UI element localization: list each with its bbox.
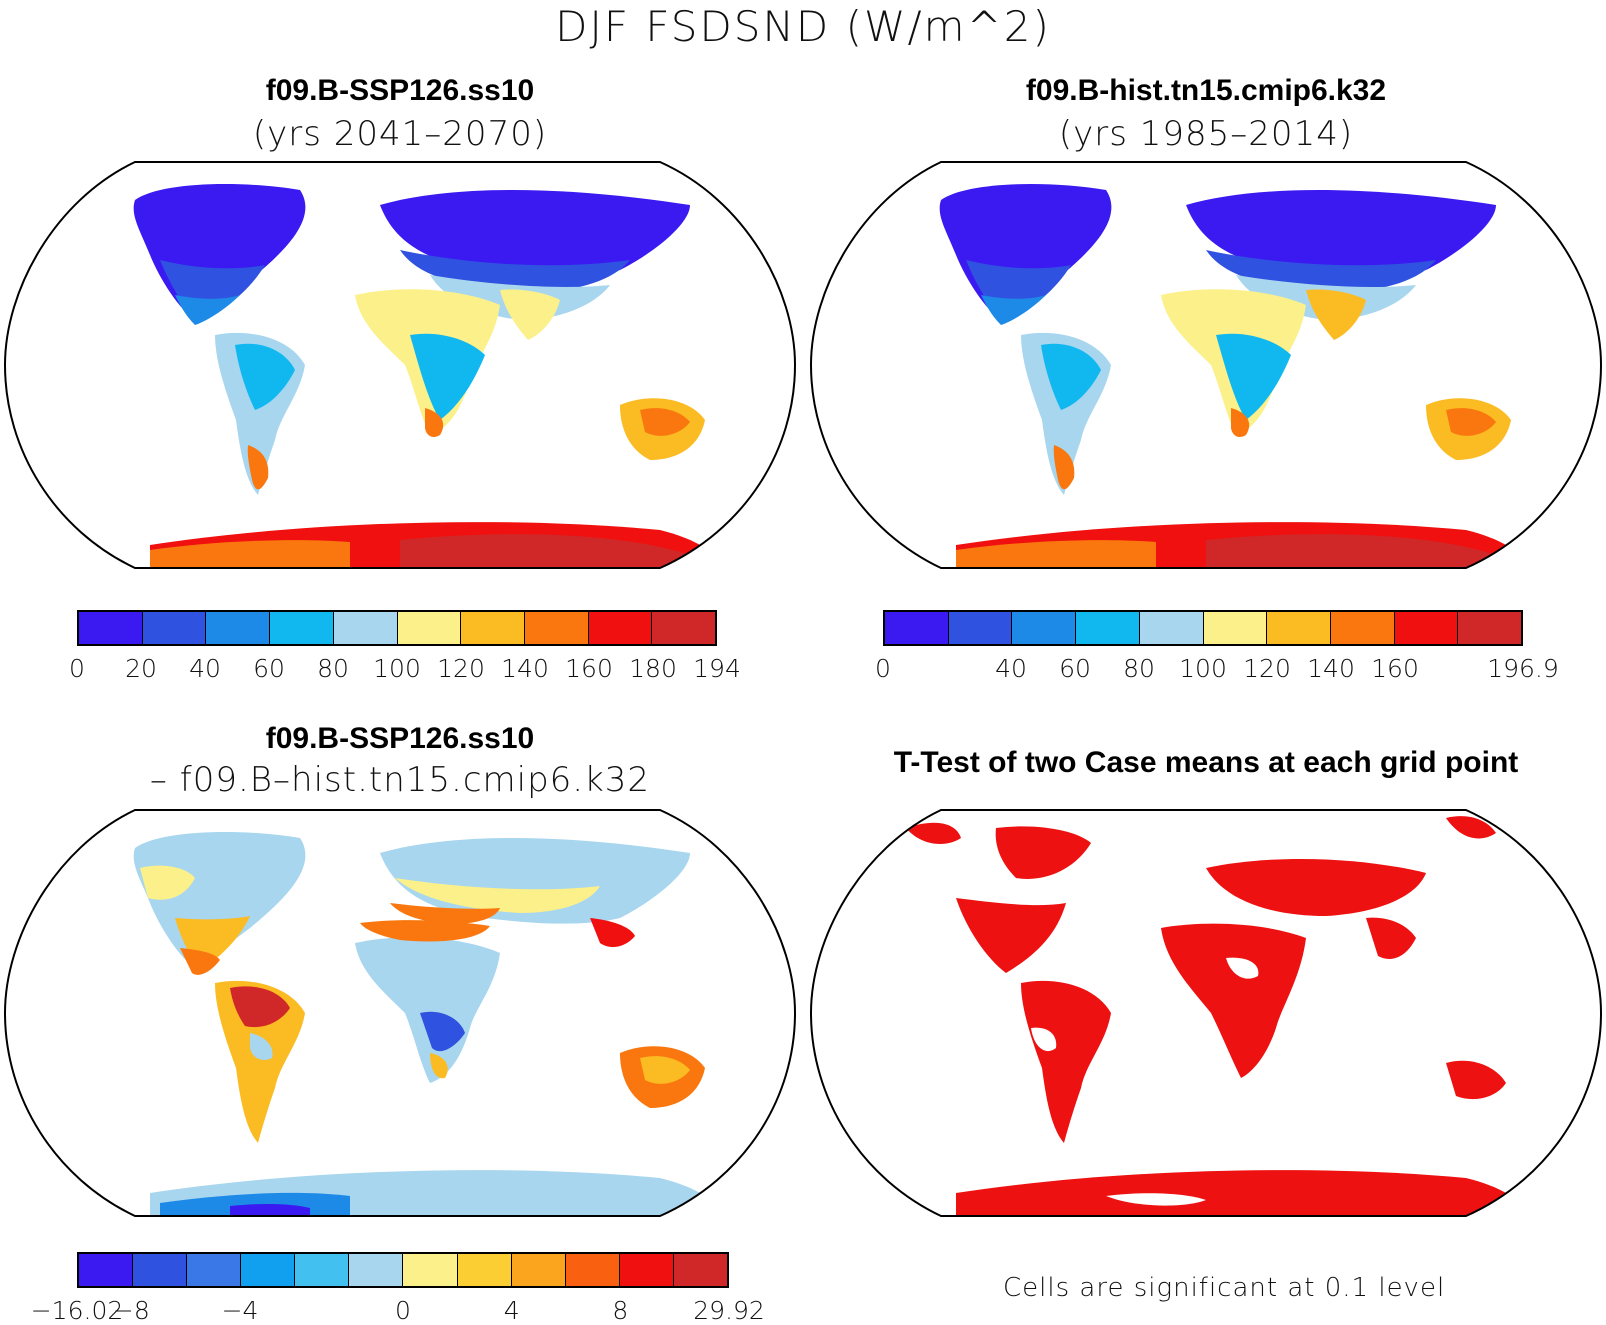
colorbar-tick-label: 40 bbox=[995, 654, 1027, 683]
colorbar-cell bbox=[511, 1254, 566, 1286]
panel4-title: T-Test of two Case means at each grid po… bbox=[893, 746, 1519, 779]
colorbar-cell bbox=[142, 612, 207, 644]
panel3-colorbar bbox=[77, 1252, 729, 1288]
panel4-footnote: Cells are significant at 0.1 level bbox=[1003, 1273, 1446, 1303]
colorbar-tick-label: 80 bbox=[1123, 654, 1155, 683]
colorbar-tick-label: 160 bbox=[1371, 654, 1419, 683]
panel3-subtitle: – f09.B–hist.tn15.cmip6.k32 bbox=[149, 760, 651, 800]
colorbar-cell bbox=[403, 1254, 458, 1286]
panel2-map bbox=[809, 161, 1603, 569]
colorbar-cell bbox=[673, 1254, 727, 1286]
figure-title: DJF FSDSND (W/m^2) bbox=[555, 2, 1051, 51]
colorbar-tick-label: 140 bbox=[501, 654, 549, 683]
panel1-map bbox=[3, 161, 797, 569]
colorbar-cell bbox=[349, 1254, 404, 1286]
colorbar-cell bbox=[588, 612, 653, 644]
colorbar-cell bbox=[79, 1254, 134, 1286]
colorbar-cell bbox=[270, 612, 334, 644]
panel1-colorbar bbox=[77, 610, 717, 646]
panel3-map bbox=[3, 809, 797, 1217]
colorbar-tick-label: 20 bbox=[125, 654, 157, 683]
panel3-title: f09.B-SSP126.ss10 bbox=[265, 722, 535, 755]
colorbar-tick-label: 60 bbox=[1059, 654, 1091, 683]
colorbar-cell bbox=[397, 612, 462, 644]
colorbar-tick-label: −8 bbox=[112, 1296, 150, 1325]
panel1-title: f09.B-SSP126.ss10 bbox=[265, 74, 535, 107]
colorbar-tick-label: 4 bbox=[503, 1296, 520, 1325]
colorbar-cell bbox=[457, 1254, 512, 1286]
colorbar-cell bbox=[1203, 612, 1268, 644]
colorbar-tick-label: 40 bbox=[189, 654, 221, 683]
colorbar-tick-label: 100 bbox=[373, 654, 421, 683]
colorbar-tick-label: 60 bbox=[253, 654, 285, 683]
colorbar-tick-label: −4 bbox=[221, 1296, 259, 1325]
colorbar-cell bbox=[333, 612, 398, 644]
colorbar-tick-label: −16.02 bbox=[30, 1296, 124, 1325]
colorbar-cell bbox=[1267, 612, 1331, 644]
colorbar-cell bbox=[1330, 612, 1395, 644]
colorbar-cell bbox=[206, 612, 271, 644]
colorbar-cell bbox=[1394, 612, 1459, 644]
colorbar-tick-label: 0 bbox=[875, 654, 891, 683]
colorbar-cell bbox=[619, 1254, 674, 1286]
colorbar-cell bbox=[461, 612, 525, 644]
colorbar-cell bbox=[1139, 612, 1204, 644]
colorbar-tick-label: 196.9 bbox=[1487, 654, 1559, 683]
panel2-title: f09.B-hist.tn15.cmip6.k32 bbox=[1025, 74, 1387, 107]
colorbar-tick-label: 120 bbox=[1243, 654, 1291, 683]
colorbar-cell bbox=[565, 1254, 620, 1286]
colorbar-cell bbox=[524, 612, 589, 644]
colorbar-cell bbox=[1012, 612, 1077, 644]
colorbar-cell bbox=[652, 612, 716, 644]
colorbar-tick-label: 0 bbox=[395, 1296, 411, 1325]
colorbar-cell bbox=[79, 612, 143, 644]
colorbar-tick-label: 140 bbox=[1307, 654, 1355, 683]
colorbar-cell bbox=[187, 1254, 242, 1286]
colorbar-tick-label: 8 bbox=[612, 1296, 629, 1325]
colorbar-tick-label: 80 bbox=[317, 654, 349, 683]
colorbar-tick-label: 29.92 bbox=[693, 1296, 765, 1325]
panel2-colorbar bbox=[883, 610, 1523, 646]
colorbar-tick-label: 100 bbox=[1179, 654, 1227, 683]
colorbar-cell bbox=[1076, 612, 1140, 644]
colorbar-cell bbox=[133, 1254, 188, 1286]
panel4-map bbox=[809, 809, 1603, 1217]
colorbar-tick-label: 160 bbox=[565, 654, 613, 683]
colorbar-cell bbox=[885, 612, 949, 644]
panel2-subtitle: (yrs 1985–2014) bbox=[1058, 114, 1354, 154]
colorbar-cell bbox=[241, 1254, 296, 1286]
panel1-subtitle: (yrs 2041–2070) bbox=[252, 114, 548, 154]
colorbar-cell bbox=[295, 1254, 350, 1286]
colorbar-tick-label: 120 bbox=[437, 654, 485, 683]
colorbar-cell bbox=[948, 612, 1013, 644]
colorbar-tick-label: 0 bbox=[69, 654, 85, 683]
colorbar-tick-label: 180 bbox=[629, 654, 677, 683]
colorbar-tick-label: 194 bbox=[693, 654, 741, 683]
colorbar-cell bbox=[1458, 612, 1522, 644]
